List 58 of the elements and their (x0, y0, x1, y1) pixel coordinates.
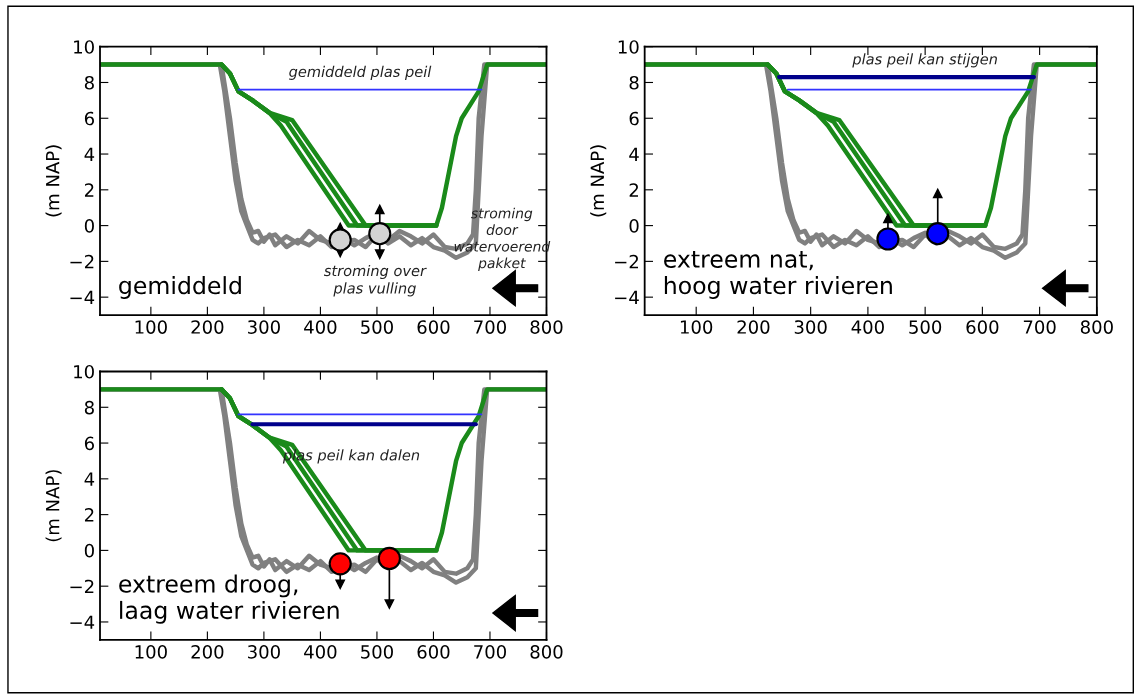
y-tick-label: −2 (615, 254, 638, 269)
x-tick-label: 500 (361, 320, 393, 334)
annotation: plas peil kan stijgen (852, 53, 997, 68)
y-tick-label: 2 (84, 183, 94, 197)
y-axis-title: (m NAP) (590, 145, 607, 217)
y-tick-label: −2 (70, 579, 94, 594)
y-tick-label: 4 (84, 472, 95, 486)
x-tick-label: 500 (361, 645, 393, 659)
y-tick-label: 2 (629, 183, 638, 197)
x-tick-label: 800 (530, 320, 563, 334)
x-tick-label: 800 (1080, 320, 1113, 334)
y-tick-label: 0 (84, 219, 94, 233)
y-tick-label: 6 (84, 111, 95, 126)
x-tick-label: 400 (304, 645, 337, 659)
x-tick-label: 700 (474, 320, 507, 334)
y-tick-label: −2 (70, 254, 94, 269)
y-tick-label: 6 (84, 436, 95, 451)
x-tick-label: 200 (191, 320, 224, 334)
x-tick-label: 200 (737, 320, 770, 334)
y-tick-label: 10 (74, 364, 94, 379)
annotation: gemiddeld (119, 276, 241, 299)
x-tick-label: 500 (909, 320, 942, 334)
y-axis-title: (m NAP) (45, 145, 62, 217)
x-tick-label: 300 (248, 320, 280, 334)
y-tick-label: −4 (70, 615, 95, 629)
x-tick-label: 600 (417, 645, 450, 659)
y-tick-label: −4 (70, 290, 95, 305)
y-tick-label: 8 (84, 400, 94, 415)
x-tick-label: 300 (794, 320, 827, 334)
x-tick-label: 100 (135, 645, 167, 659)
x-tick-label: 600 (417, 320, 450, 334)
x-tick-label: 400 (304, 320, 337, 334)
annotation: extreem nat, hoog water rivieren (664, 251, 892, 299)
y-tick-label: 10 (618, 40, 639, 54)
y-tick-label: 2 (84, 508, 94, 522)
annotation: stroming over plas vulling (324, 264, 427, 297)
x-tick-label: 700 (474, 645, 507, 659)
x-tick-label: 800 (530, 645, 563, 659)
y-tick-label: 4 (629, 147, 639, 161)
y-tick-label: 10 (74, 40, 94, 54)
y-tick-label: 8 (84, 75, 94, 90)
y-tick-label: −4 (615, 290, 639, 305)
annotation: plas peil kan dalen (282, 449, 420, 464)
x-tick-label: 600 (966, 320, 999, 334)
y-tick-label: 0 (84, 543, 94, 558)
y-tick-label: 0 (629, 219, 639, 233)
x-tick-label: 700 (1023, 320, 1056, 334)
x-tick-label: 400 (851, 320, 884, 334)
x-tick-label: 200 (191, 645, 224, 659)
y-tick-label: 8 (629, 75, 639, 90)
y-axis-title: (m NAP) (45, 470, 62, 542)
x-tick-label: 300 (248, 645, 280, 659)
y-tick-label: 4 (84, 147, 95, 161)
x-tick-label: 100 (680, 320, 713, 334)
y-tick-label: 6 (629, 111, 639, 126)
annotation: gemiddeld plas peil (289, 65, 432, 80)
x-tick-label: 100 (135, 320, 167, 334)
annotation: extreem droog, laag water rivieren (119, 574, 339, 624)
